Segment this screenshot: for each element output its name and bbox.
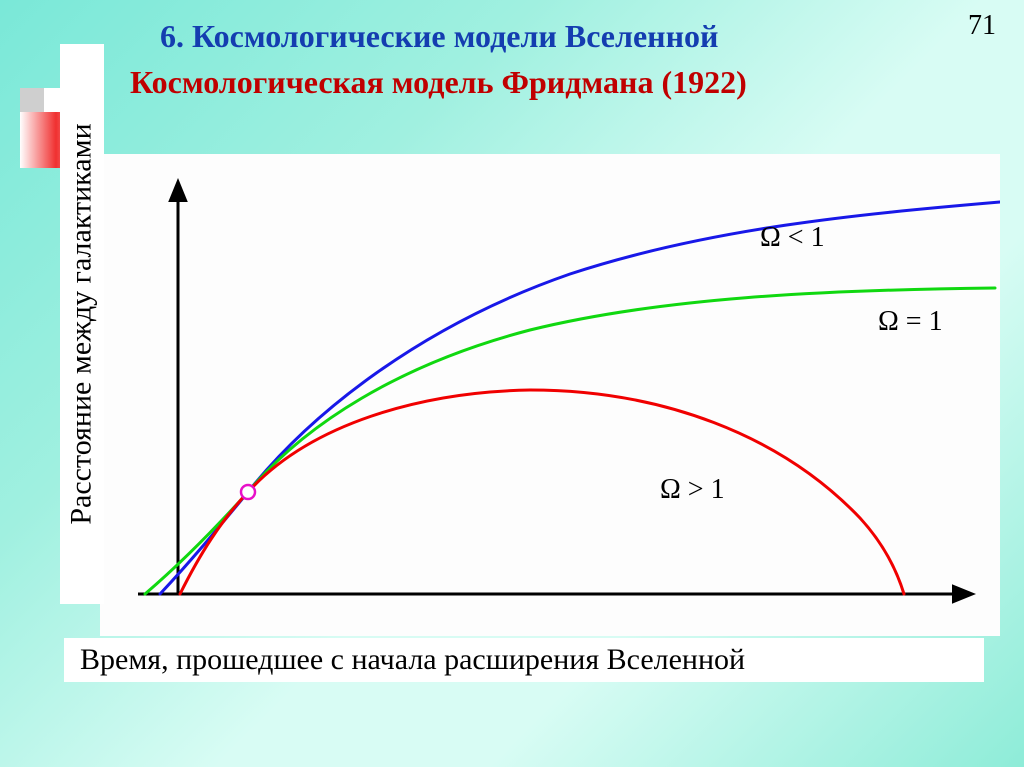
chart-svg bbox=[100, 154, 1000, 636]
x-axis-label-box: Время, прошедшее с начала расширения Все… bbox=[64, 638, 984, 682]
series-label-open: Ω < 1 bbox=[760, 222, 825, 254]
series-label-closed: Ω > 1 bbox=[660, 474, 725, 506]
friedmann-chart: Ω < 1 Ω = 1 Ω > 1 bbox=[100, 154, 1000, 636]
y-axis-label-box: Расстояние между галактиками bbox=[60, 44, 104, 604]
series-label-flat: Ω = 1 bbox=[878, 306, 943, 338]
page-number: 71 bbox=[968, 10, 996, 42]
slide-subtitle: Космологическая модель Фридмана (1922) bbox=[130, 64, 747, 101]
y-axis-label: Расстояние между галактиками bbox=[65, 123, 99, 524]
x-axis-label: Время, прошедшее с начала расширения Все… bbox=[80, 643, 745, 677]
slide-title: 6. Космологические модели Вселенной bbox=[160, 18, 718, 55]
